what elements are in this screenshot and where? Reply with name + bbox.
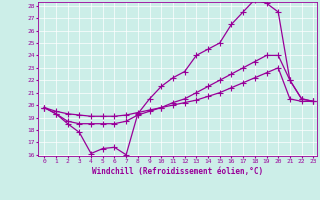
X-axis label: Windchill (Refroidissement éolien,°C): Windchill (Refroidissement éolien,°C) (92, 167, 263, 176)
